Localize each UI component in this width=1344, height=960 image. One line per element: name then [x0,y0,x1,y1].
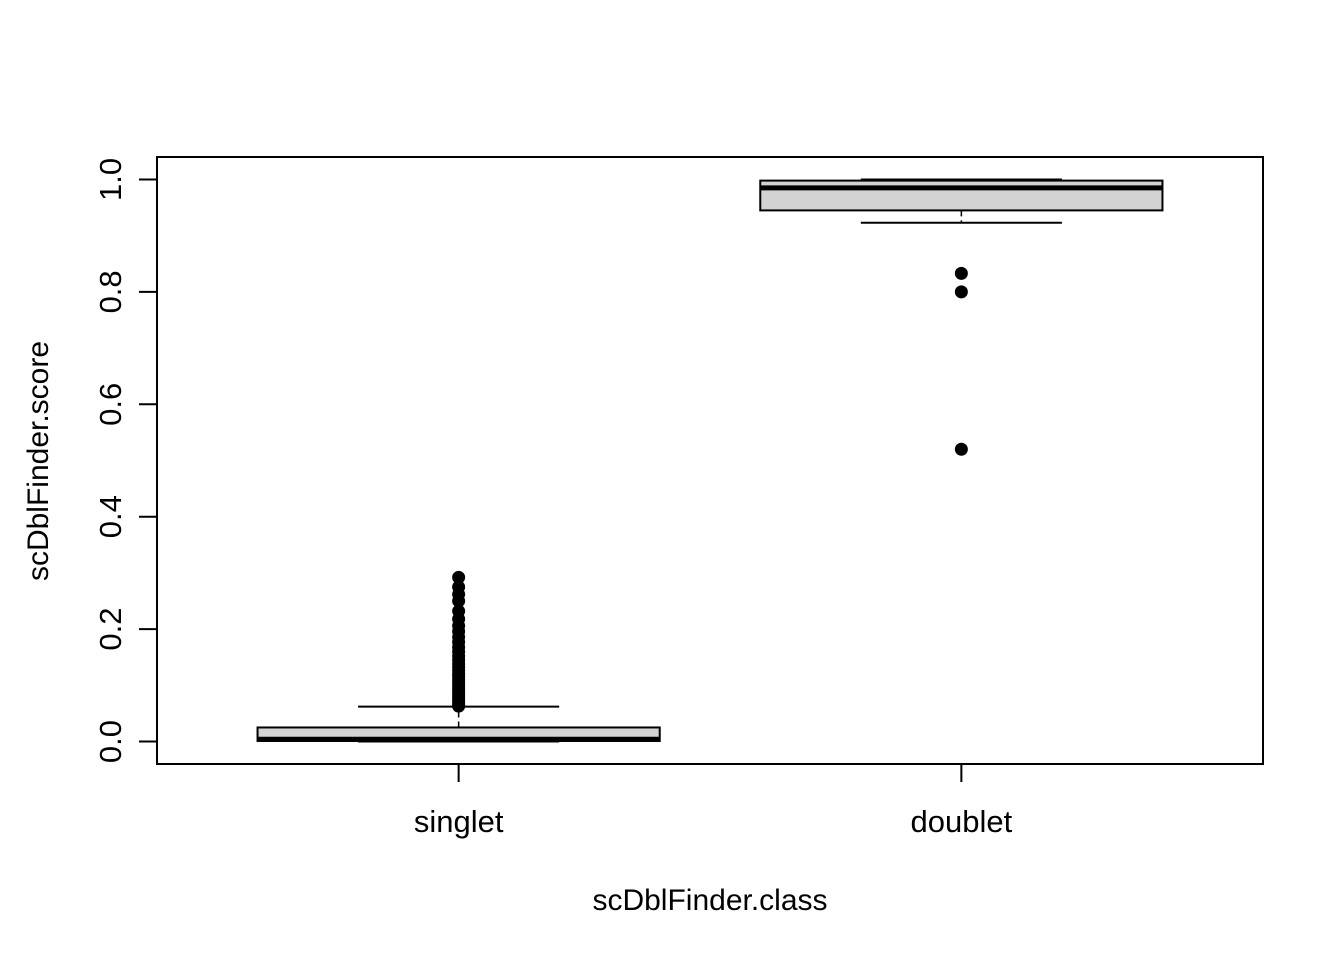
x-axis-title: scDblFinder.class [592,884,827,917]
y-tick-label: 0.2 [93,608,128,651]
x-tick-label-singlet: singlet [414,804,504,839]
y-tick-label: 0.6 [93,383,128,426]
x-tick-label-doublet: doublet [911,804,1013,839]
outlier-point [452,604,466,618]
outlier-point [452,580,466,594]
iqr-box [759,179,1164,212]
box-singlet [256,570,661,743]
y-tick-label: 0.4 [93,495,128,538]
outlier-point [954,285,968,299]
y-axis-title: scDblFinder.score [22,341,55,581]
y-tick-label: 1.0 [93,158,128,201]
y-tick-label: 0.8 [93,270,128,313]
outlier-point [954,442,968,456]
plot-frame [156,156,1264,765]
boxes-layer [256,178,1164,743]
outlier-point [452,570,466,584]
y-axis: 0.0 0.2 0.4 0.6 0.8 1.0 [93,158,158,763]
box-doublet [759,178,1164,456]
outlier-point [954,266,968,280]
x-axis: singlet doublet [414,763,1013,839]
y-tick-label: 0.0 [93,720,128,763]
